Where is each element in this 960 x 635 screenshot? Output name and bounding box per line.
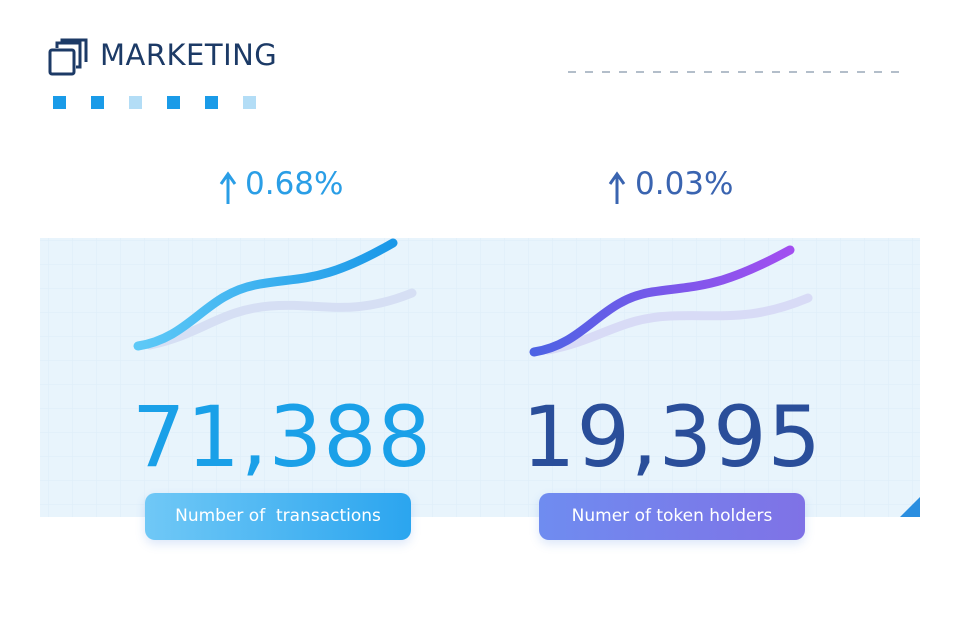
sparkline-shadow bbox=[145, 288, 417, 350]
arrow-up bbox=[219, 171, 237, 204]
change: 0.68% bbox=[245, 166, 344, 202]
arrow-up bbox=[608, 171, 626, 204]
decor-squares bbox=[53, 96, 256, 109]
panel-corner bbox=[900, 497, 920, 517]
sparkline-shadow bbox=[543, 293, 813, 355]
label-pill: Number of transactions bbox=[145, 493, 411, 540]
title: MARKETING bbox=[100, 38, 278, 72]
change: 0.03% bbox=[635, 166, 734, 202]
label-pill: Numer of token holders bbox=[539, 493, 805, 540]
header-icon bbox=[48, 38, 88, 76]
value: 19,395 bbox=[522, 388, 822, 486]
sparkline bbox=[133, 238, 398, 351]
value: 71,388 bbox=[132, 388, 432, 486]
panel-grid bbox=[40, 238, 920, 517]
sparkline bbox=[529, 245, 795, 357]
